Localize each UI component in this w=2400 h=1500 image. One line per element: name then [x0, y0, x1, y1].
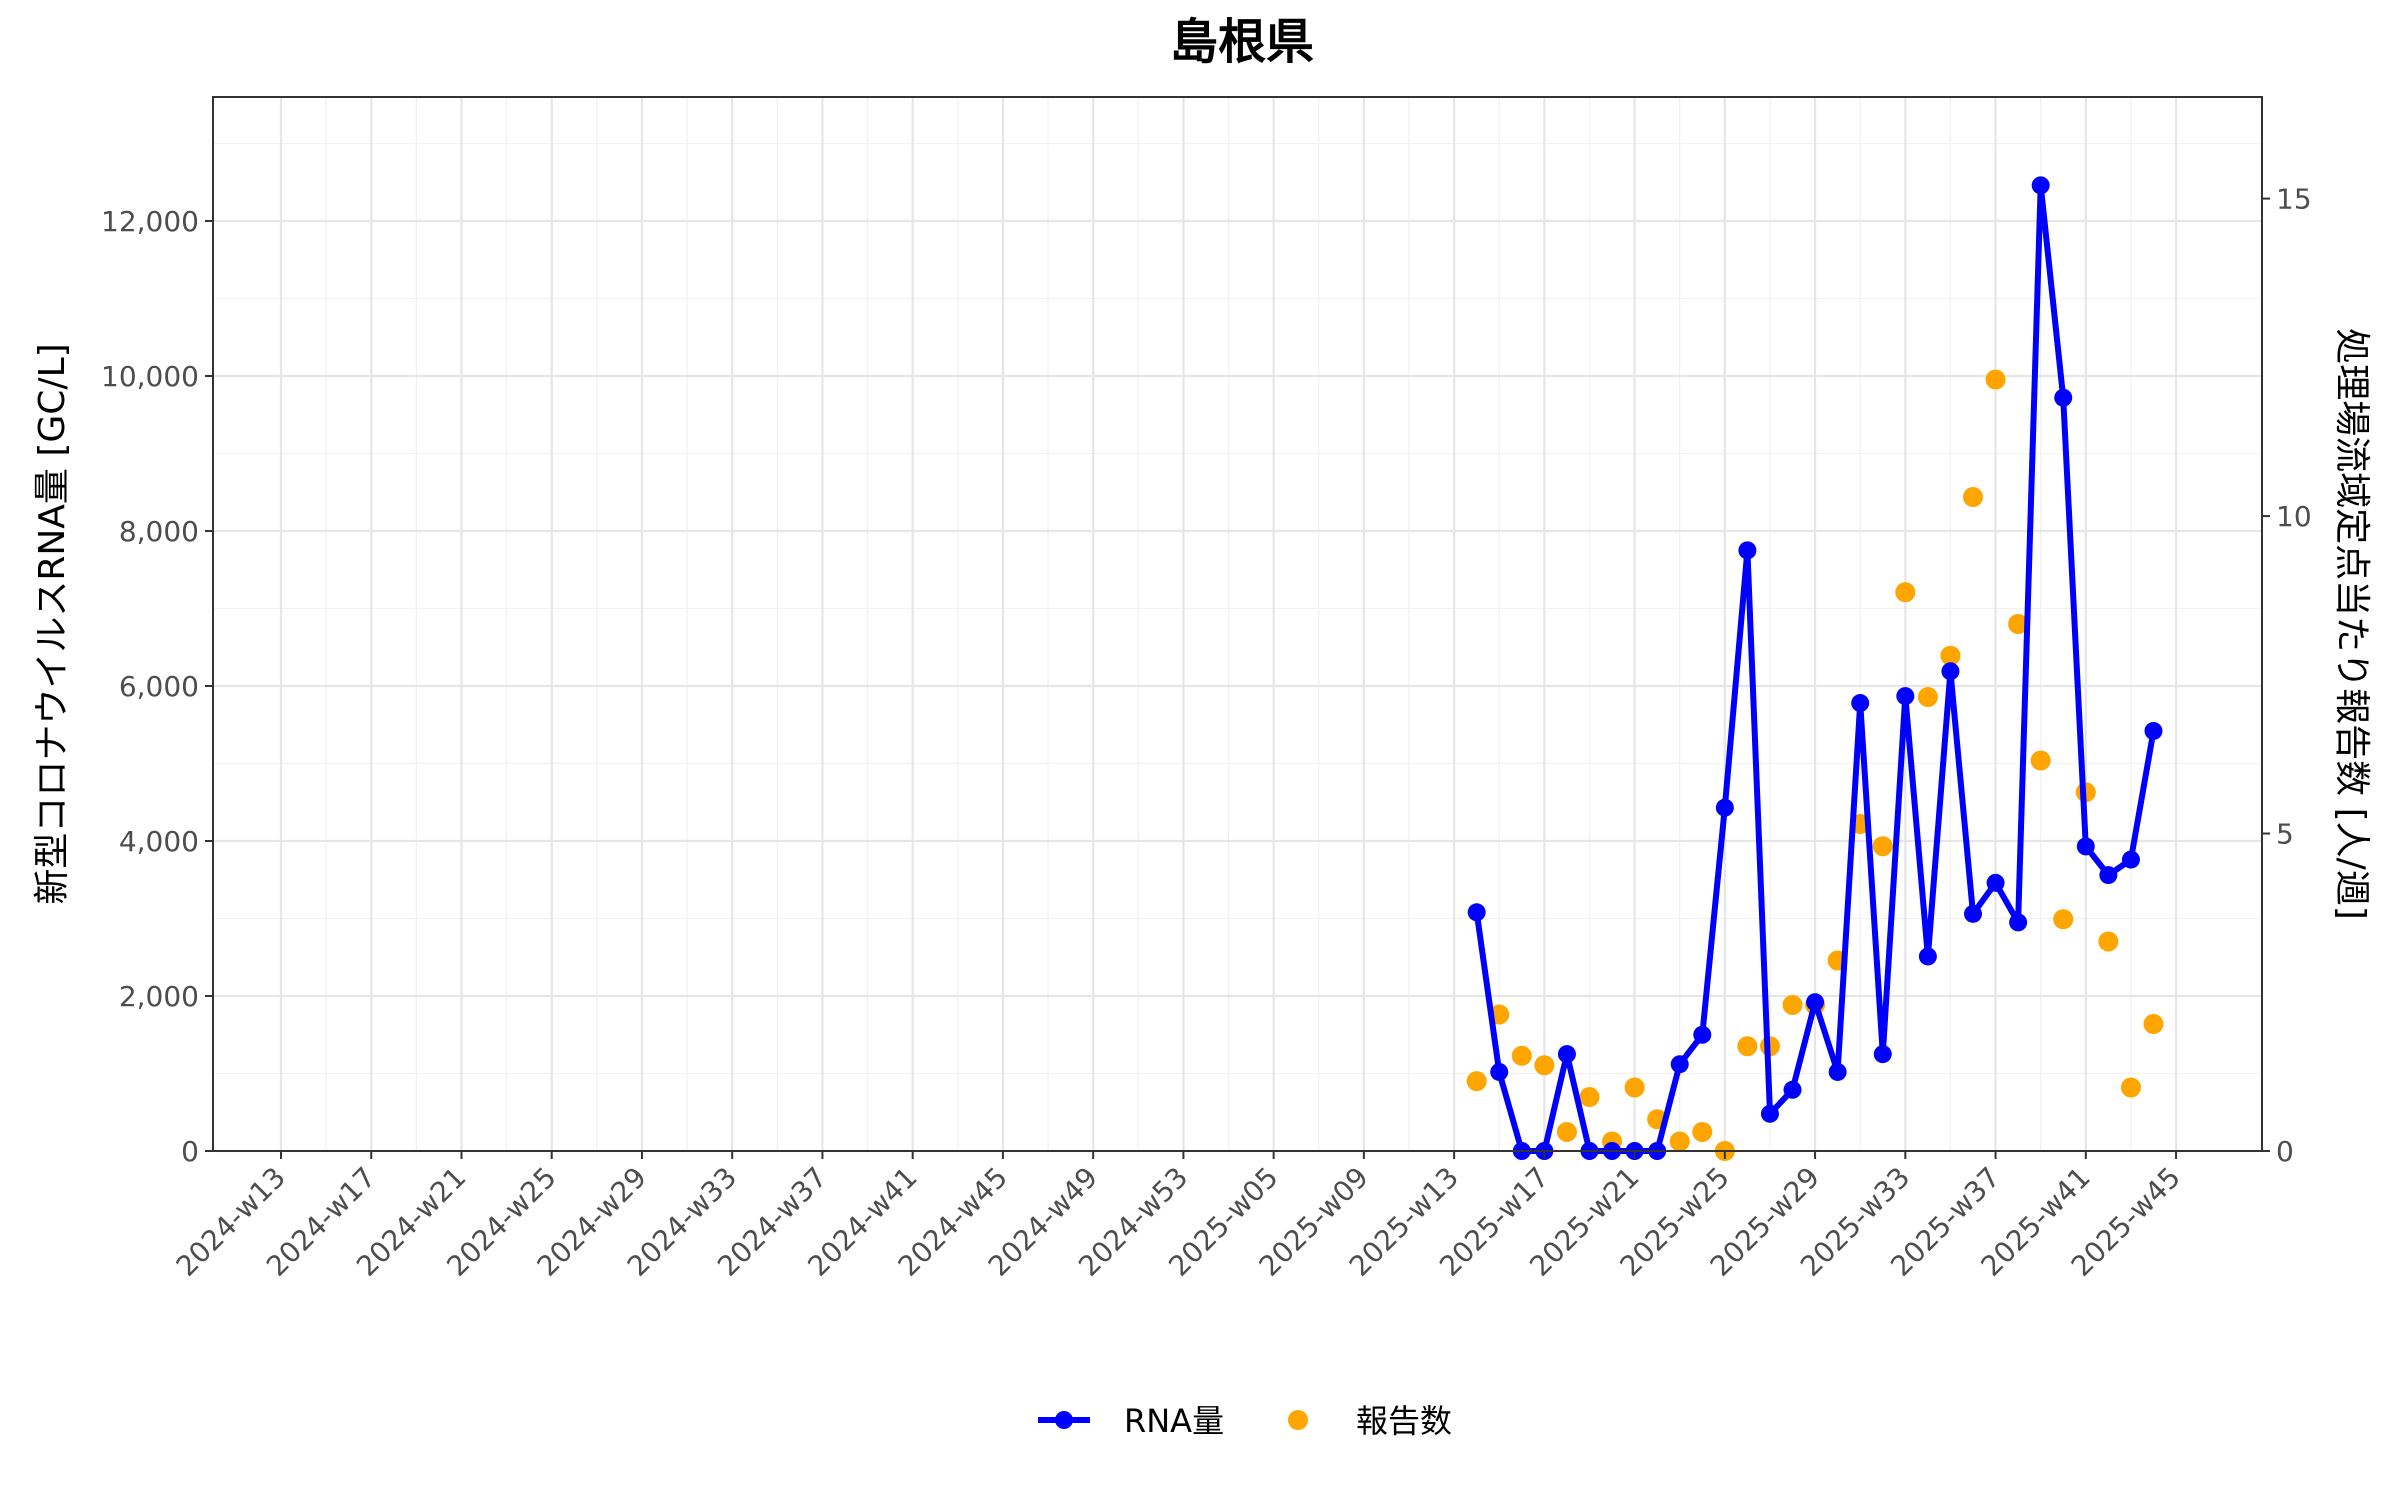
rna-point	[2099, 866, 2118, 885]
report-point	[1624, 1077, 1645, 1098]
report-point	[2098, 931, 2119, 952]
report-point	[1985, 369, 2006, 390]
report-point	[1917, 687, 1938, 708]
plot-border	[212, 96, 2263, 1152]
x-axis: 2024-w132024-w172024-w212024-w252024-w29…	[170, 1151, 2187, 1283]
rna-point	[1490, 1062, 1509, 1081]
rna-point	[1760, 1104, 1779, 1123]
legend: RNA量 報告数	[1038, 1402, 1452, 1440]
report-point	[1895, 582, 1916, 603]
report-point	[1737, 1036, 1758, 1057]
y2-axis-title: 処理場流域定点当たり報告数 [人/週]	[2331, 328, 2372, 920]
report-point	[1782, 994, 1803, 1015]
rna-point	[1896, 687, 1915, 706]
rna-point	[1783, 1080, 1802, 1099]
rna-point	[2009, 913, 2028, 932]
report-point	[1579, 1087, 1600, 1108]
y-axis-left: 0 2,000 4,000 6,000 8,000 10,000 12,000	[101, 205, 213, 1168]
rna-point	[2144, 721, 2163, 740]
rna-point	[1851, 694, 1870, 713]
y-tick-label: 12,000	[101, 205, 199, 238]
rna-point	[2031, 176, 2050, 195]
report-point	[1556, 1121, 1577, 1142]
y-tick-label: 4,000	[119, 825, 199, 858]
rna-point	[1964, 904, 1982, 923]
rna-point	[2121, 850, 2140, 869]
y2-tick-label: 15	[2276, 183, 2312, 216]
report-point	[1872, 836, 1893, 857]
y-tick-label: 2,000	[119, 980, 199, 1013]
chart-title: 島根県	[1170, 14, 1314, 70]
rna-point	[1918, 947, 1937, 966]
y-tick-label: 0	[181, 1135, 199, 1168]
rna-point	[2076, 837, 2095, 856]
legend-reports-point-swatch	[1288, 1410, 1308, 1430]
report-point	[1692, 1121, 1713, 1142]
y2-tick-label: 10	[2276, 500, 2312, 533]
legend-label-rna: RNA量	[1124, 1402, 1224, 1440]
rna-point	[1738, 541, 1757, 560]
rna-point	[1828, 1062, 1847, 1081]
report-point	[1534, 1055, 1555, 1076]
y2-tick-label: 0	[2276, 1135, 2294, 1168]
y-tick-label: 8,000	[119, 515, 199, 548]
report-point	[2120, 1077, 2141, 1098]
rna-point	[1557, 1045, 1576, 1064]
y-tick-label: 6,000	[119, 670, 199, 703]
report-point	[2053, 909, 2074, 930]
grid	[213, 97, 2262, 1153]
report-point	[1511, 1045, 1532, 1066]
rna-point	[1693, 1025, 1712, 1044]
rna-point	[1986, 873, 2005, 892]
y-axis-title: 新型コロナウイルスRNA量 [GC/L]	[32, 343, 73, 904]
y-tick-label: 10,000	[101, 360, 199, 393]
rna-point	[1670, 1055, 1689, 1074]
y2-tick-label: 5	[2276, 818, 2294, 851]
rna-point	[2054, 388, 2073, 407]
report-point	[1466, 1071, 1487, 1092]
rna-point	[1806, 993, 1825, 1012]
report-point	[1940, 645, 1961, 666]
rna-point	[1715, 798, 1734, 817]
report-point	[1963, 487, 1983, 508]
report-point	[1669, 1131, 1690, 1152]
report-point	[2008, 614, 2029, 634]
report-point	[2030, 750, 2051, 771]
y-axis-right: 0 5 10 15	[2262, 183, 2312, 1168]
legend-label-reports: 報告数	[1356, 1402, 1452, 1440]
rna-point	[1467, 903, 1486, 922]
report-point	[2143, 1014, 2164, 1035]
rna-point	[1941, 662, 1960, 681]
rna-point	[1873, 1045, 1892, 1064]
legend-rna-point-swatch	[1055, 1411, 1073, 1429]
